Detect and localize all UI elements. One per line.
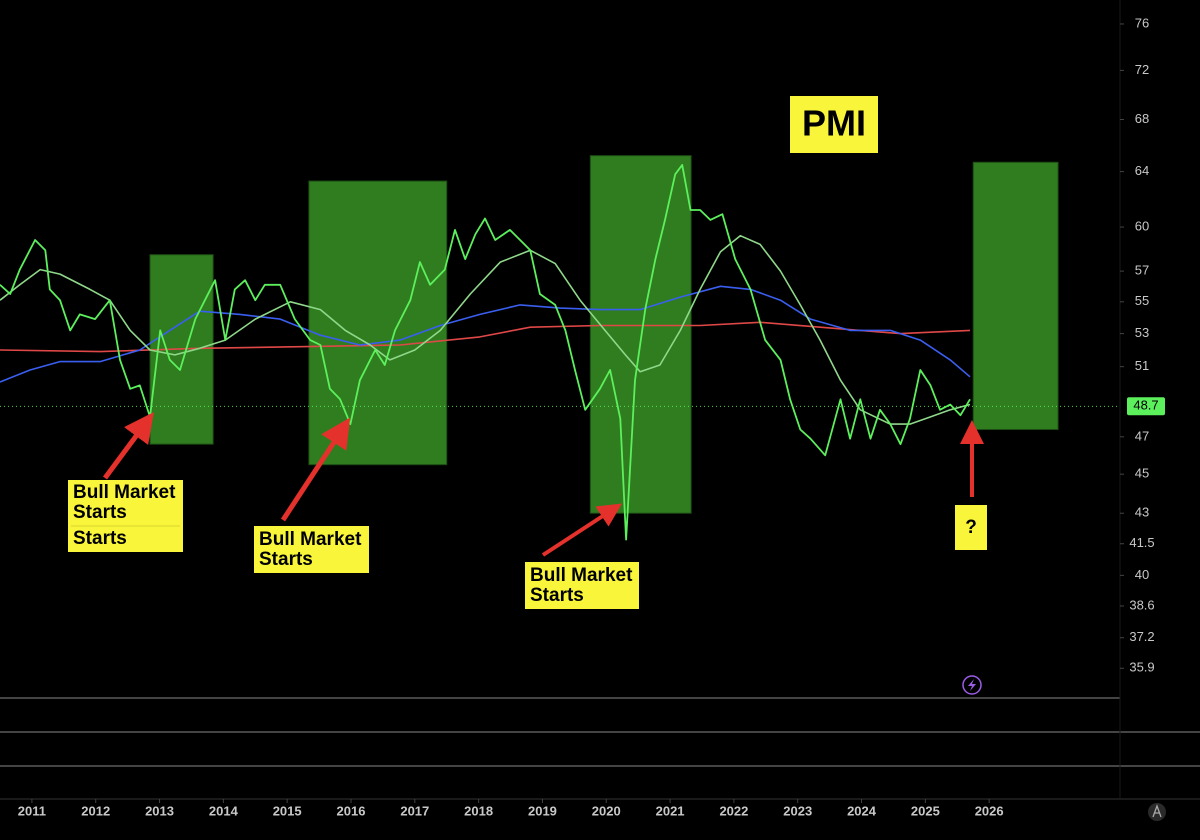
x-tick-label: 2016 [337,803,366,818]
arrow [102,411,154,480]
title-box: PMI [790,96,878,153]
x-tick-label: 2013 [145,803,174,818]
y-tick-label: 72 [1135,62,1149,77]
annotation-text: Bull Market [259,529,362,550]
x-tick-label: 2022 [719,803,748,818]
y-tick-label: 55 [1135,293,1149,308]
annotation-box [525,562,639,609]
y-tick-label: 47 [1135,428,1149,443]
annotation-text: Starts [259,549,313,570]
title-background [790,96,878,153]
auto-button-glyph[interactable] [1152,804,1162,818]
last-value-tag [1127,397,1165,416]
x-tick-label: 2020 [592,803,621,818]
y-tick-label: 41.5 [1129,535,1154,550]
y-tick-label: 64 [1135,163,1149,178]
x-tick-label: 2021 [656,803,685,818]
annotation-box [955,505,987,550]
annotation-text: Starts [73,502,127,523]
x-tick-label: 2026 [975,803,1004,818]
chart-title: PMI [802,103,866,144]
last-value-label: 48.7 [1133,398,1158,413]
flash-circle[interactable] [962,675,982,695]
arrow [541,503,623,557]
annotation-text: ? [965,517,977,538]
annotation-box [254,526,369,573]
y-tick-label: 40 [1135,567,1149,582]
x-tick-label: 2023 [783,803,812,818]
y-tick-label: 38.6 [1129,597,1154,612]
y-tick-label: 35.9 [1129,660,1154,675]
annotation-box [68,480,183,552]
x-tick-label: 2024 [847,803,877,818]
y-tick-label: 45 [1135,466,1149,481]
x-tick-label: 2019 [528,803,557,818]
highlight-box [972,161,1059,431]
highlight-layer [149,155,1059,514]
y-tick-label: 43 [1135,505,1149,520]
auto-scale-button[interactable] [1148,803,1166,821]
y-tick-label: 60 [1135,218,1149,233]
x-tick-label: 2018 [464,803,493,818]
annotation-text: Starts [530,585,584,606]
annotation-text: Starts [73,528,127,549]
highlight-box [308,180,448,466]
y-tick-label: 76 [1135,15,1149,30]
annotation-text: Bull Market [530,565,633,586]
x-tick-label: 2014 [209,803,239,818]
x-tick-label: 2025 [911,803,940,818]
series-line [0,285,971,383]
y-tick-label: 57 [1135,263,1149,278]
annotation-text: Bull Market [73,482,176,503]
x-tick-label: 2012 [81,803,110,818]
y-tick-label: 68 [1135,111,1149,126]
series-line [0,164,971,541]
y-tick-label: 37.2 [1129,629,1154,644]
flash-bolt[interactable] [968,679,976,691]
axis-layer: 76 72 68 64 60 57 55 53 51 47 45 43 41.5 40 38.6 37.2 35… [18,15,1165,818]
x-tick-label: 2011 [18,803,46,818]
flash-icon[interactable] [962,675,982,695]
x-tick-label: 2017 [400,803,429,818]
y-tick-label: 51 [1135,358,1149,373]
x-tick-label: 2015 [273,803,302,818]
arrow [280,417,351,522]
y-tick-label: 53 [1135,325,1149,340]
line-layer [0,164,1120,541]
